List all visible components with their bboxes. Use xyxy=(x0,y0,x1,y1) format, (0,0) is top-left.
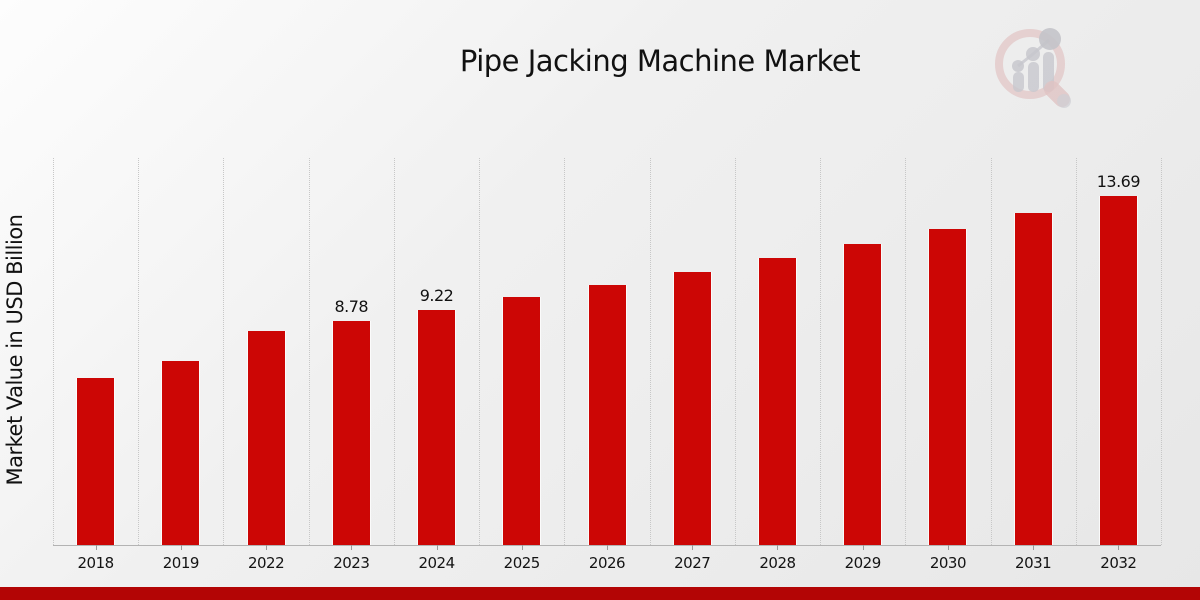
x-tick-label-2030: 2030 xyxy=(929,554,967,572)
bar-value-label-2024: 9.22 xyxy=(419,286,454,305)
bar-2029 xyxy=(844,244,881,545)
gridline xyxy=(1075,158,1077,545)
bar-2030 xyxy=(929,229,966,545)
bar-2027 xyxy=(674,272,711,545)
x-axis-tick xyxy=(266,545,268,550)
gridline xyxy=(990,158,992,545)
x-axis-tick xyxy=(692,545,694,550)
x-axis-tick xyxy=(862,545,864,550)
x-tick-label-2023: 2023 xyxy=(333,554,370,572)
gridline xyxy=(479,158,481,545)
bar-2031 xyxy=(1015,213,1052,545)
x-axis-tick xyxy=(947,545,949,550)
x-axis-tick xyxy=(436,545,438,550)
bar-2022 xyxy=(248,331,285,545)
gridline xyxy=(393,158,395,545)
x-tick-label-2022: 2022 xyxy=(247,554,285,572)
x-axis-tick xyxy=(1033,545,1035,550)
x-axis-tick xyxy=(777,545,779,550)
gridline xyxy=(308,158,310,545)
bar-2032 xyxy=(1100,196,1137,545)
market-research-logo-icon xyxy=(995,28,1071,108)
x-axis-tick xyxy=(1118,545,1120,550)
bar-value-label-2023: 8.78 xyxy=(334,297,369,316)
x-tick-label-2027: 2027 xyxy=(674,554,711,572)
gridline xyxy=(564,158,566,545)
x-axis-tick xyxy=(351,545,353,550)
gridline xyxy=(820,158,822,545)
bar-2023 xyxy=(333,321,370,545)
gridline xyxy=(905,158,907,545)
gridline xyxy=(53,158,54,545)
x-axis-tick xyxy=(607,545,608,550)
gridline xyxy=(734,158,736,545)
x-tick-label-2025: 2025 xyxy=(503,554,541,572)
gridline xyxy=(138,158,140,545)
x-tick-label-2031: 2031 xyxy=(1015,554,1052,572)
x-axis-tick xyxy=(180,545,182,550)
footer-accent-bar xyxy=(0,587,1200,600)
bar-2019 xyxy=(162,361,199,545)
x-tick-label-2028: 2028 xyxy=(759,554,796,572)
bar-2025 xyxy=(503,297,540,545)
bar-2028 xyxy=(759,258,796,545)
x-tick-label-2018: 2018 xyxy=(77,554,115,572)
x-axis-tick xyxy=(95,545,97,550)
x-tick-label-2032: 2032 xyxy=(1100,554,1137,572)
bar-2018 xyxy=(77,378,114,545)
bar-2026 xyxy=(589,285,626,545)
x-axis-tick xyxy=(521,545,523,550)
x-tick-label-2019: 2019 xyxy=(162,554,200,572)
bar-2024 xyxy=(418,310,455,545)
chart-title: Pipe Jacking Machine Market xyxy=(459,44,861,78)
gridline xyxy=(1161,158,1162,545)
x-tick-label-2026: 2026 xyxy=(588,554,626,572)
bar-value-label-2032: 13.69 xyxy=(1096,172,1141,191)
x-tick-label-2029: 2029 xyxy=(844,554,882,572)
gridline xyxy=(649,158,651,545)
gridline xyxy=(223,158,225,545)
x-tick-label-2024: 2024 xyxy=(418,554,455,572)
